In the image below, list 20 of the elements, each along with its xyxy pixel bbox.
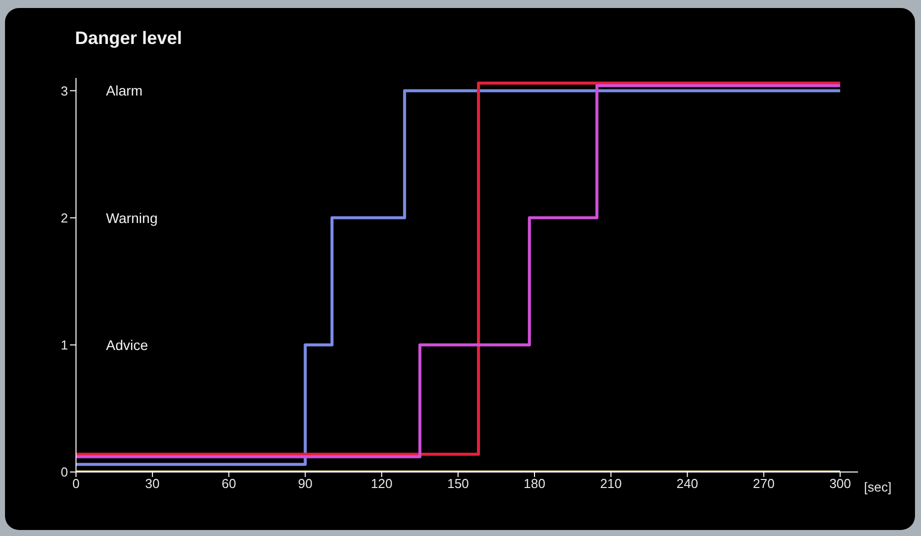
- chart-title: Danger level: [75, 28, 182, 49]
- y-tick-label: 3: [60, 83, 68, 98]
- y-tick-label: 1: [60, 338, 68, 353]
- annotation: Advice: [106, 336, 148, 353]
- x-tick-label: 30: [145, 476, 160, 492]
- annotation: Alarm: [106, 82, 143, 99]
- x-tick-label: 120: [370, 476, 393, 492]
- x-tick-label: 150: [447, 476, 469, 492]
- y-tick-label: 0: [60, 464, 68, 480]
- x-tick-label: 210: [600, 476, 622, 492]
- x-tick-label: 0: [72, 476, 80, 492]
- x-tick-label: 180: [524, 476, 546, 492]
- x-tick-label: 90: [298, 476, 312, 492]
- x-tick-label: 270: [752, 476, 775, 492]
- y-tick-label: 2: [60, 210, 68, 226]
- x-tick-label: 300: [829, 476, 852, 492]
- x-tick-label: 240: [676, 476, 698, 492]
- annotation: Warning: [106, 210, 158, 226]
- x-tick-label: 60: [222, 476, 236, 492]
- x-axis-title: [sec]: [864, 480, 892, 495]
